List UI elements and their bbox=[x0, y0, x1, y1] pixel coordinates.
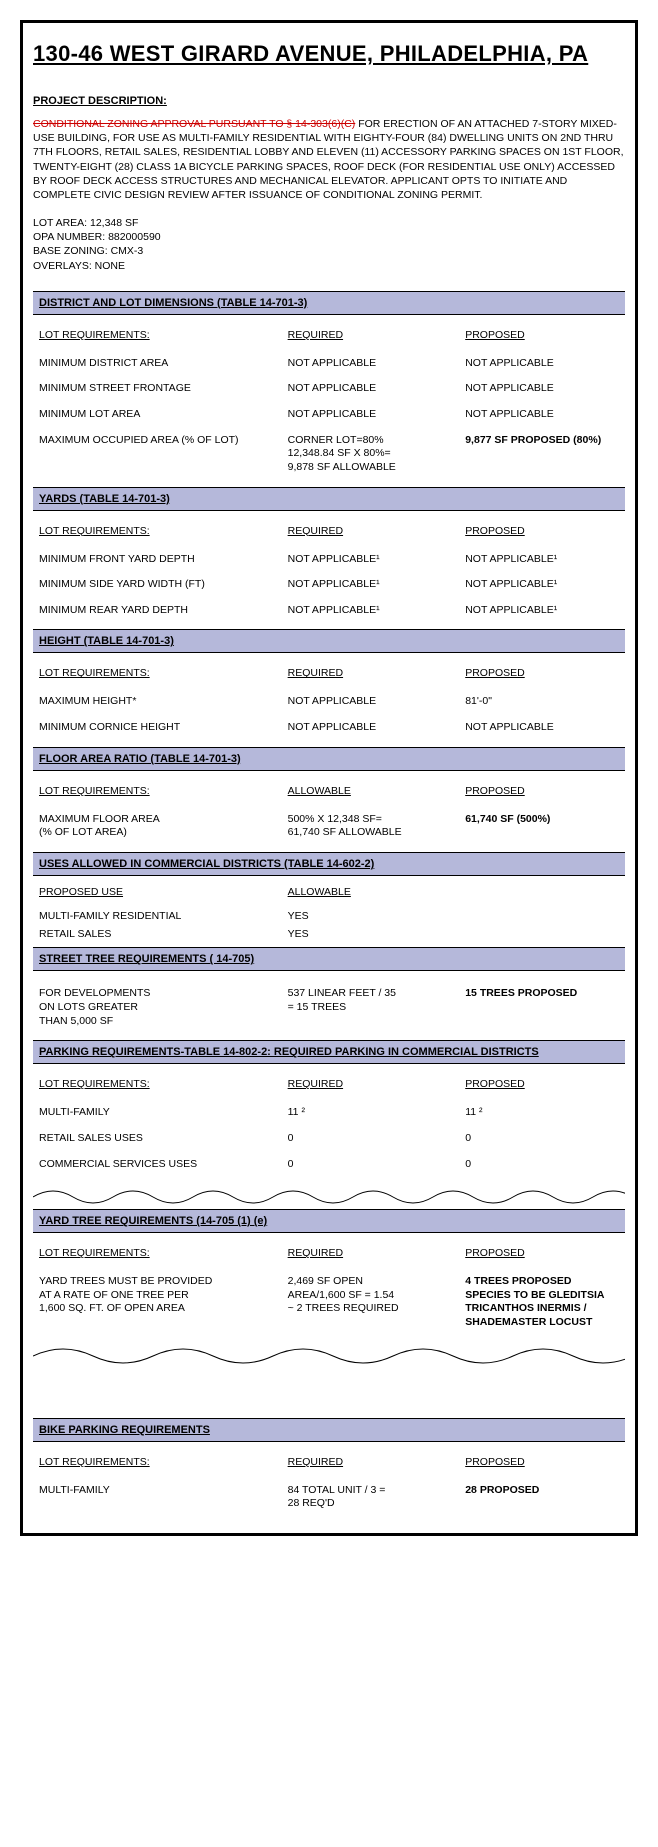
yard-tree-table: LOT REQUIREMENTS: REQUIRED PROPOSED YARD… bbox=[33, 1243, 625, 1336]
table-row: MINIMUM LOT AREANOT APPLICABLENOT APPLIC… bbox=[33, 402, 625, 428]
height-table: LOT REQUIREMENTS: REQUIRED PROPOSED MAXI… bbox=[33, 663, 625, 740]
table-row: MULTI-FAMILY84 TOTAL UNIT / 3 = 28 REQ'D… bbox=[33, 1478, 625, 1517]
district-table: LOT REQUIREMENTS: REQUIRED PROPOSED MINI… bbox=[33, 325, 625, 481]
meta-block: LOT AREA: 12,348 SF OPA NUMBER: 88200059… bbox=[33, 216, 625, 273]
band-district: DISTRICT AND LOT DIMENSIONS (TABLE 14-70… bbox=[33, 291, 625, 315]
table-row: FOR DEVELOPMENTS ON LOTS GREATER THAN 5,… bbox=[33, 981, 625, 1034]
table-row: MINIMUM DISTRICT AREANOT APPLICABLENOT A… bbox=[33, 351, 625, 377]
band-parking: PARKING REQUIREMENTS-TABLE 14-802-2: REQ… bbox=[33, 1040, 625, 1064]
table-row: RETAIL SALES USES00 bbox=[33, 1126, 625, 1152]
uses-table: PROPOSED USE ALLOWABLE MULTI-FAMILY RESI… bbox=[33, 882, 625, 943]
street-tree-table: FOR DEVELOPMENTS ON LOTS GREATER THAN 5,… bbox=[33, 981, 625, 1034]
wavy-break-icon bbox=[33, 1342, 625, 1364]
band-height: HEIGHT (TABLE 14-701-3) bbox=[33, 629, 625, 653]
project-description-label: PROJECT DESCRIPTION: bbox=[33, 95, 625, 107]
table-row: MINIMUM REAR YARD DEPTHNOT APPLICABLE¹NO… bbox=[33, 598, 625, 624]
table-row: COMMERCIAL SERVICES USES00 bbox=[33, 1152, 625, 1178]
hdr-lotreq: LOT REQUIREMENTS: bbox=[33, 325, 282, 351]
table-row: MAXIMUM OCCUPIED AREA (% OF LOT)CORNER L… bbox=[33, 428, 625, 481]
overlays: OVERLAYS: NONE bbox=[33, 259, 625, 273]
table-row: RETAIL SALESYES bbox=[33, 926, 625, 944]
description-body: FOR ERECTION OF AN ATTACHED 7-STORY MIXE… bbox=[33, 118, 624, 201]
table-row: MINIMUM SIDE YARD WIDTH (FT)NOT APPLICAB… bbox=[33, 572, 625, 598]
table-row: MINIMUM CORNICE HEIGHTNOT APPLICABLENOT … bbox=[33, 715, 625, 741]
project-description-text: CONDITIONAL ZONING APPROVAL PURSUANT TO … bbox=[33, 117, 625, 202]
band-street-tree: STREET TREE REQUIREMENTS ( 14-705) bbox=[33, 947, 625, 971]
band-yards: YARDS (TABLE 14-701-3) bbox=[33, 487, 625, 511]
band-yard-tree: YARD TREE REQUIREMENTS (14-705 (1) (e) bbox=[33, 1209, 625, 1233]
hdr-required: REQUIRED bbox=[282, 325, 460, 351]
table-row: MINIMUM FRONT YARD DEPTHNOT APPLICABLE¹N… bbox=[33, 547, 625, 573]
base-zoning: BASE ZONING: CMX-3 bbox=[33, 244, 625, 258]
band-bike: BIKE PARKING REQUIREMENTS bbox=[33, 1418, 625, 1442]
lot-area: LOT AREA: 12,348 SF bbox=[33, 216, 625, 230]
strikethrough-text: CONDITIONAL ZONING APPROVAL PURSUANT TO … bbox=[33, 118, 355, 130]
yards-table: LOT REQUIREMENTS: REQUIRED PROPOSED MINI… bbox=[33, 521, 625, 624]
table-row: MAXIMUM HEIGHT*NOT APPLICABLE81'-0" bbox=[33, 689, 625, 715]
table-row: MULTI-FAMILY11 ²11 ² bbox=[33, 1100, 625, 1126]
table-row: MINIMUM STREET FRONTAGENOT APPLICABLENOT… bbox=[33, 376, 625, 402]
band-far: FLOOR AREA RATIO (TABLE 14-701-3) bbox=[33, 747, 625, 771]
page-title: 130-46 WEST GIRARD AVENUE, PHILADELPHIA,… bbox=[33, 41, 625, 67]
parking-table: LOT REQUIREMENTS: REQUIRED PROPOSED MULT… bbox=[33, 1074, 625, 1177]
table-row: MAXIMUM FLOOR AREA (% OF LOT AREA)500% X… bbox=[33, 807, 625, 846]
bike-table: LOT REQUIREMENTS: REQUIRED PROPOSED MULT… bbox=[33, 1452, 625, 1517]
opa-number: OPA NUMBER: 882000590 bbox=[33, 230, 625, 244]
table-row: YARD TREES MUST BE PROVIDED AT A RATE OF… bbox=[33, 1269, 625, 1336]
wavy-break-icon bbox=[33, 1183, 625, 1205]
far-table: LOT REQUIREMENTS: ALLOWABLE PROPOSED MAX… bbox=[33, 781, 625, 846]
hdr-proposed: PROPOSED bbox=[459, 325, 625, 351]
band-uses: USES ALLOWED IN COMMERCIAL DISTRICTS (TA… bbox=[33, 852, 625, 876]
document-frame: 130-46 WEST GIRARD AVENUE, PHILADELPHIA,… bbox=[20, 20, 638, 1536]
table-row: MULTI-FAMILY RESIDENTIALYES bbox=[33, 908, 625, 926]
